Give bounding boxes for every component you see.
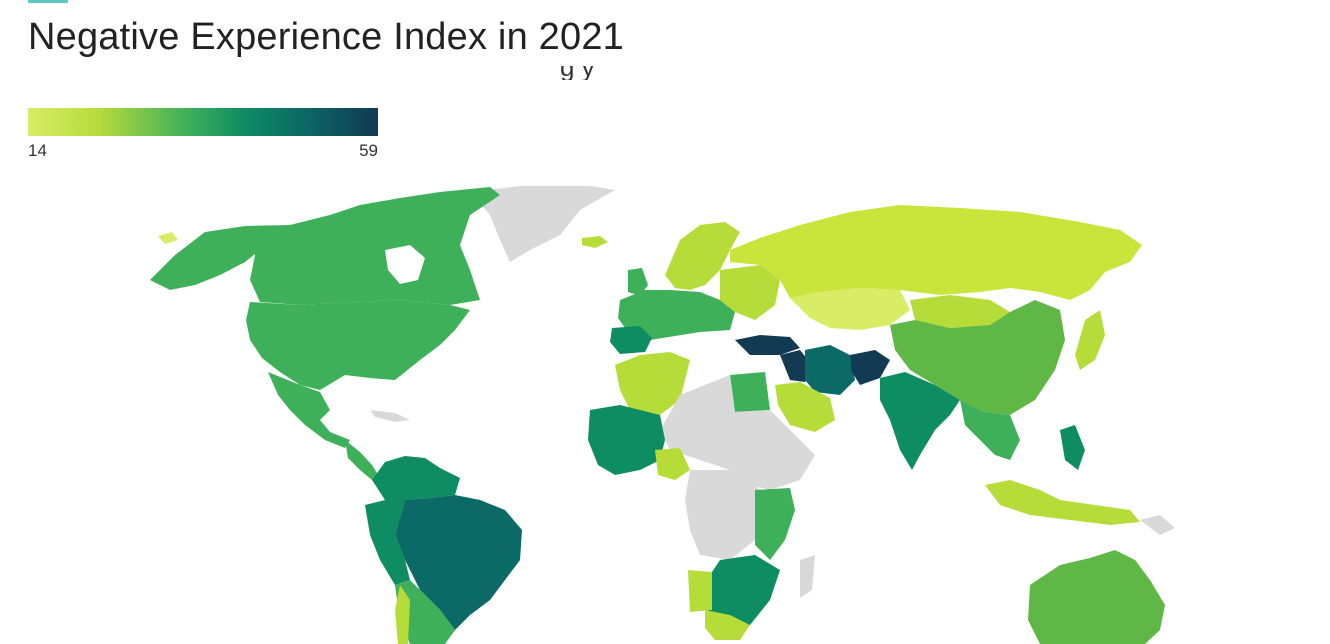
top-accent-bar bbox=[28, 0, 68, 3]
region-west-africa bbox=[588, 405, 665, 475]
region-afghanistan bbox=[850, 350, 890, 385]
region-uk bbox=[628, 268, 648, 296]
region-philippines bbox=[1060, 425, 1085, 470]
region-namibia bbox=[688, 570, 712, 612]
region-central-africa bbox=[685, 470, 760, 560]
region-iceland bbox=[582, 236, 608, 248]
region-madagascar bbox=[800, 555, 815, 598]
region-western-europe bbox=[618, 290, 735, 340]
region-africa-nodata bbox=[660, 375, 815, 490]
legend-max-label: 59 bbox=[359, 141, 378, 160]
region-india bbox=[880, 372, 960, 470]
legend-gradient-bar bbox=[28, 108, 378, 136]
region-indonesia bbox=[985, 480, 1140, 525]
region-north-africa bbox=[615, 352, 690, 415]
region-south-africa bbox=[705, 610, 750, 640]
region-russia bbox=[730, 205, 1142, 300]
region-southern-cone bbox=[395, 580, 455, 644]
region-mexico bbox=[268, 372, 350, 448]
region-central-america bbox=[345, 440, 380, 480]
region-southeast-asia bbox=[960, 400, 1020, 460]
region-egypt bbox=[730, 372, 770, 412]
region-japan bbox=[1075, 310, 1105, 370]
region-australia bbox=[1028, 550, 1165, 644]
region-chile bbox=[395, 585, 410, 644]
region-turkey bbox=[735, 335, 800, 355]
color-legend: 14 59 bbox=[28, 108, 378, 163]
region-iberia bbox=[610, 326, 652, 354]
region-saudi-arabia bbox=[775, 382, 835, 432]
region-nigeria bbox=[655, 448, 690, 480]
legend-min-label: 14 bbox=[28, 141, 47, 160]
region-scandinavia bbox=[665, 222, 740, 290]
region-small-island bbox=[158, 232, 178, 244]
region-kazakhstan bbox=[790, 288, 910, 330]
region-hudson-bay bbox=[385, 245, 425, 284]
region-china bbox=[890, 300, 1065, 415]
map-title: Negative Experience Index in 2021 bbox=[28, 16, 624, 58]
region-brazil bbox=[395, 495, 522, 630]
region-greenland bbox=[470, 186, 615, 262]
region-mongolia bbox=[910, 295, 1010, 328]
region-iran bbox=[805, 345, 855, 395]
world-map bbox=[150, 186, 1175, 644]
region-png bbox=[1140, 515, 1175, 535]
region-east-africa bbox=[755, 488, 795, 560]
region-canada bbox=[245, 187, 500, 305]
region-iraq bbox=[780, 350, 812, 382]
region-peru bbox=[365, 500, 410, 585]
region-cuba bbox=[370, 410, 410, 422]
region-eastern-europe bbox=[720, 265, 780, 320]
region-alaska bbox=[150, 226, 260, 290]
region-united-states bbox=[246, 300, 470, 390]
cropped-subtitle-fragment: g y bbox=[560, 66, 780, 80]
region-northern-south-america bbox=[372, 456, 460, 500]
